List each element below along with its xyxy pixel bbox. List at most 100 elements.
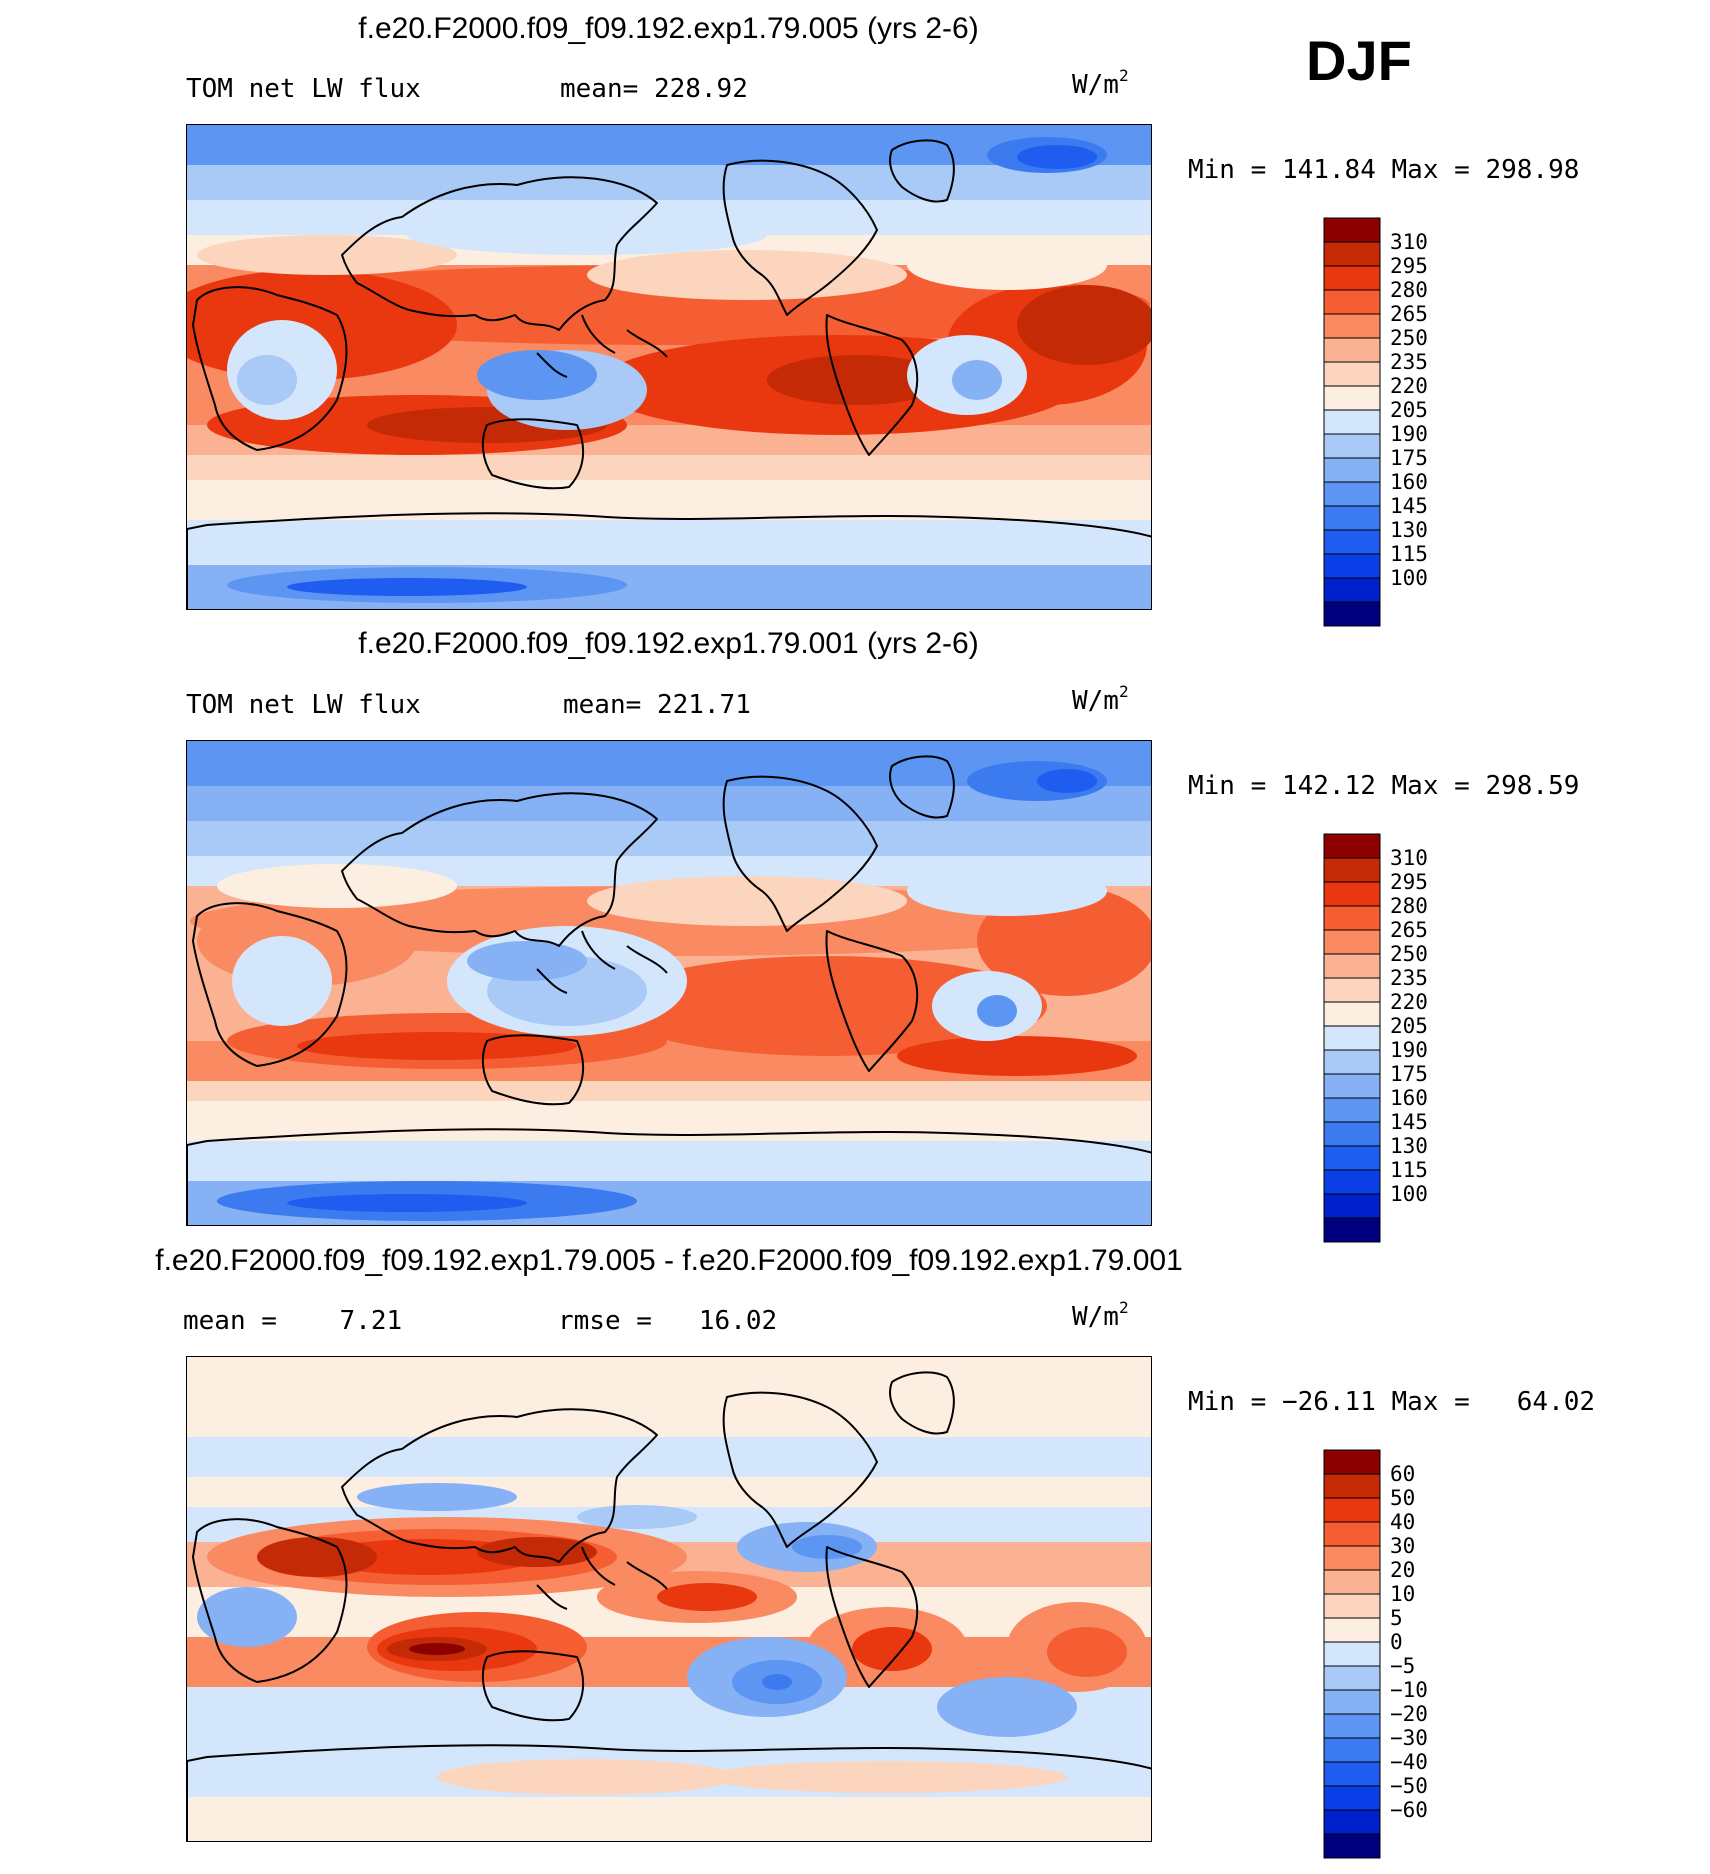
panel-3-colorbar-box: [1323, 1761, 1381, 1787]
panel-3-colorbar-box: [1323, 1713, 1381, 1739]
panel-1-colorbar-box: [1323, 217, 1381, 243]
panel-2-minmax: Min = 142.12 Max = 298.59: [1188, 771, 1580, 801]
panel-1-colorbar-label: 145: [1390, 494, 1428, 518]
panel-2-colorbar-label: 190: [1390, 1038, 1428, 1062]
panel-1-colorbar-box: [1323, 337, 1381, 363]
panel-2-latitude-band: [187, 1081, 1151, 1101]
panel-2-colorbar-label: 205: [1390, 1014, 1428, 1038]
panel-2-colorbar-box: [1323, 1169, 1381, 1195]
panel-2-title: f.e20.F2000.f09_f09.192.exp1.79.001 (yrs…: [358, 627, 979, 660]
panel-2-coastline: [536, 930, 668, 994]
panel-1-colorbar-label: 205: [1390, 398, 1428, 422]
panel-3-coastline: [187, 1744, 1151, 1841]
panel-2-contour-field: [187, 741, 1151, 1225]
panel-2-colorbar-box: [1323, 1025, 1381, 1051]
panel-1-minmax: Min = 141.84 Max = 298.98: [1188, 155, 1580, 185]
panel-1-mean-value: 228.92: [653, 74, 748, 104]
panel-1-variable-label: TOM net LW flux: [186, 74, 421, 104]
panel-3-colorbar-box: [1323, 1545, 1381, 1571]
panel-2-colorbar-box: [1323, 833, 1381, 859]
panel-1-coastline: [341, 176, 658, 331]
panel-2-contour-region: [607, 956, 1047, 1056]
panel-2-colorbar-label: 220: [1390, 990, 1428, 1014]
panel-1-colorbar-label: 265: [1390, 302, 1428, 326]
panel-2-colorbar: 310 295 280 265 250 235 220 205 190 175 160 145 130 1…: [1323, 833, 1464, 1243]
season-label: DJF: [1306, 29, 1412, 92]
panel-3-max-value: 64.02: [1516, 1387, 1596, 1417]
panel-3-minmax: Min = −26.11 Max = 64.02: [1188, 1387, 1596, 1417]
panel-1-colorbar: 310 295 280 265 250 235 220 205 190 175 160 145 130 1…: [1323, 217, 1464, 627]
panel-2-colorbar-box: [1323, 905, 1381, 931]
panel-2-colorbar-box: [1323, 1001, 1381, 1027]
panel-3-contour-field: [187, 1357, 1151, 1841]
panel-2-coastline: [192, 902, 348, 1067]
panel-2-coastline: [481, 1034, 585, 1106]
panel-1-mean-label: mean= 228.92: [560, 74, 748, 104]
panel-1-colorbar-box: [1323, 385, 1381, 411]
panel-1-min-value: 141.84: [1281, 155, 1376, 185]
panel-2-colorbar-box: [1323, 857, 1381, 883]
panel-2-colorbar-label: 280: [1390, 894, 1428, 918]
panel-2-contour-region: [587, 876, 907, 926]
panel-3-colorbar-label: 0: [1390, 1630, 1403, 1654]
panel-3-colorbar: 60 50 40 30 20 10 5 0 −5 −10 −20 −30 −40 −50 −60: [1323, 1449, 1464, 1859]
panel-2-contour-region: [297, 1032, 577, 1060]
panel-1-latitude-band: [187, 480, 1151, 520]
panel-1-contour-region: [1017, 145, 1097, 169]
panel-3-colorbar-box: [1323, 1785, 1381, 1811]
panel-1-colorbar-label: 115: [1390, 542, 1428, 566]
panel-1-coastline: [192, 286, 348, 451]
panel-3-contour-region: [477, 1537, 597, 1567]
panel-1-colorbar-label: 250: [1390, 326, 1428, 350]
panel-3-contour-region: [707, 1761, 1067, 1793]
panel-1-contour-region: [1017, 285, 1151, 365]
panel-3-colorbar-label: 20: [1390, 1558, 1415, 1582]
panel-2-colorbar-label: 250: [1390, 942, 1428, 966]
panel-3-colorbar-label: 50: [1390, 1486, 1415, 1510]
panel-2-colorbar-box: [1323, 953, 1381, 979]
panel-3-contour-region: [577, 1505, 697, 1529]
panel-1-map: [186, 124, 1152, 610]
panel-2-colorbar-label: 130: [1390, 1134, 1428, 1158]
panel-3-contour-region: [437, 1759, 737, 1795]
panel-3-colorbar-box: [1323, 1809, 1381, 1835]
panel-1-contour-region: [237, 355, 297, 405]
panel-1-coastline: [536, 314, 668, 378]
panel-3-contour-region: [357, 1483, 517, 1511]
panel-2-contour-region: [217, 864, 457, 908]
panel-2-colorbar-box: [1323, 1217, 1381, 1243]
panel-2-colorbar-label: 115: [1390, 1158, 1428, 1182]
panel-1-colorbar-label: 295: [1390, 254, 1428, 278]
panel-1-contour-region: [587, 250, 907, 300]
panel-1-contour-field: [187, 125, 1151, 609]
panel-2-mean-value: 221.71: [656, 690, 751, 720]
panel-2-max-value: 298.59: [1485, 771, 1580, 801]
panel-2-contour-region: [977, 995, 1017, 1027]
panel-3-colorbar-box: [1323, 1641, 1381, 1667]
panel-2-colorbar-label: 295: [1390, 870, 1428, 894]
panel-1-colorbar-box: [1323, 553, 1381, 579]
panel-2-colorbar-box: [1323, 1121, 1381, 1147]
panel-1-contour-region: [407, 215, 767, 255]
panel-2-colorbar-box: [1323, 1193, 1381, 1219]
panel-1-colorbar-label: 190: [1390, 422, 1428, 446]
panel-2-colorbar-label: 100: [1390, 1182, 1428, 1206]
panel-1-colorbar-box: [1323, 313, 1381, 339]
panel-3-colorbar-label: −30: [1390, 1726, 1428, 1750]
panel-2-latitude-band: [187, 821, 1151, 856]
panel-2-coastline: [722, 775, 878, 932]
panel-3-contour-region: [762, 1674, 792, 1690]
panel-2-contour-region: [467, 941, 587, 981]
panel-1-title: f.e20.F2000.f09_f09.192.exp1.79.005 (yrs…: [358, 12, 979, 45]
panel-2-coastline: [889, 755, 955, 819]
panel-1-colorbar-label: 100: [1390, 566, 1428, 590]
panel-3-rmse-value: 16.02: [698, 1306, 778, 1336]
panel-3-colorbar-box: [1323, 1449, 1381, 1475]
panel-3-contour-region: [409, 1643, 465, 1655]
panel-1-contour-region: [287, 578, 527, 596]
panel-1-colorbar-label: 220: [1390, 374, 1428, 398]
panel-3-latitude-band: [187, 1797, 1151, 1841]
panel-1-colorbar-label: 160: [1390, 470, 1428, 494]
panel-3-contour-region: [197, 1587, 297, 1647]
